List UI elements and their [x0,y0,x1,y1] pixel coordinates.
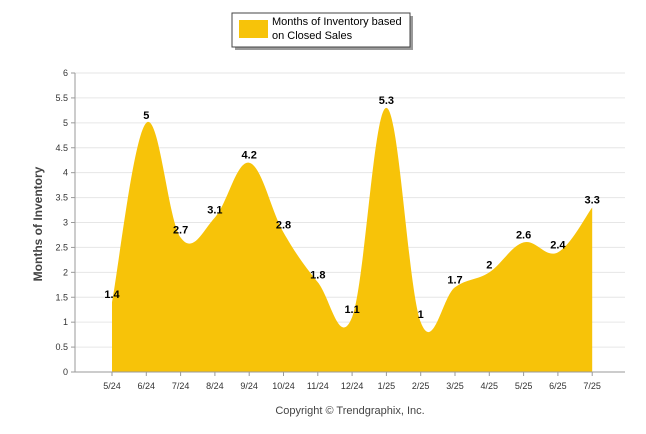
data-label: 1.1 [344,304,359,316]
y-tick-label: 0.5 [55,342,68,352]
y-tick-label: 1.5 [55,292,68,302]
data-label: 1.7 [447,274,462,286]
x-tick-label: 5/25 [515,381,533,391]
data-labels: 1.4 5 2.7 3.1 4.2 2.8 1.8 1.1 5.3 1 1.7 2 2.6 2.4 3.3 [104,95,599,321]
x-tick-label: 2/25 [412,381,430,391]
legend-label-line-1: Months of Inventory based [272,16,402,28]
y-tick-label: 6 [63,68,68,78]
x-tick-label: 6/24 [138,381,156,391]
x-tick-label: 8/24 [206,381,224,391]
data-label: 2.6 [516,229,531,241]
x-tick-label: 7/25 [583,381,601,391]
copyright-footer: Copyright © Trendgraphix, Inc. [275,405,424,417]
x-tick-label: 12/24 [341,381,364,391]
data-label: 4.2 [242,150,257,162]
x-axis-ticks: 5/24 6/24 7/24 8/24 9/24 10/24 11/24 12/24 1/25 2… [103,372,601,391]
data-label: 2.8 [276,219,291,231]
data-label: 2.4 [550,239,566,251]
y-tick-label: 3 [63,218,68,228]
plot-area: 0 0.5 1 1.5 2 2.5 3 3.5 4 4.5 5 5.5 6 5/24 6/24 7/24 8/… [55,68,625,391]
x-tick-label: 3/25 [446,381,464,391]
y-tick-label: 0 [63,367,68,377]
x-tick-label: 4/25 [481,381,499,391]
data-label: 3.3 [585,195,600,207]
x-tick-label: 6/25 [549,381,567,391]
x-tick-label: 11/24 [307,381,329,391]
legend: Months of Inventory based on Closed Sale… [231,12,413,50]
data-label: 1 [418,309,424,321]
y-tick-label: 1 [63,317,68,327]
legend-swatch [239,20,268,38]
x-tick-label: 5/24 [103,381,121,391]
data-label: 1.4 [104,289,120,301]
series-area [112,107,593,373]
data-label: 2.7 [173,224,188,236]
legend-label-line-2: on Closed Sales [272,30,353,42]
x-tick-label: 9/24 [240,381,258,391]
y-axis-ticks: 0 0.5 1 1.5 2 2.5 3 3.5 4 4.5 5 5.5 6 [55,68,75,377]
y-tick-label: 3.5 [55,193,68,203]
x-tick-label: 7/24 [172,381,190,391]
y-tick-label: 5.5 [55,93,68,103]
y-tick-label: 5 [63,118,68,128]
y-axis-title: Months of Inventory [31,166,45,281]
data-label: 3.1 [207,205,222,217]
data-label: 5.3 [379,95,394,107]
y-tick-label: 4.5 [55,143,68,153]
y-tick-label: 2 [63,267,68,277]
data-label: 5 [143,110,149,122]
data-label: 1.8 [310,269,325,281]
y-tick-label: 4 [63,168,68,178]
y-tick-label: 2.5 [55,242,68,252]
x-tick-label: 1/25 [378,381,396,391]
data-label: 2 [486,259,492,271]
x-tick-label: 10/24 [272,381,295,391]
